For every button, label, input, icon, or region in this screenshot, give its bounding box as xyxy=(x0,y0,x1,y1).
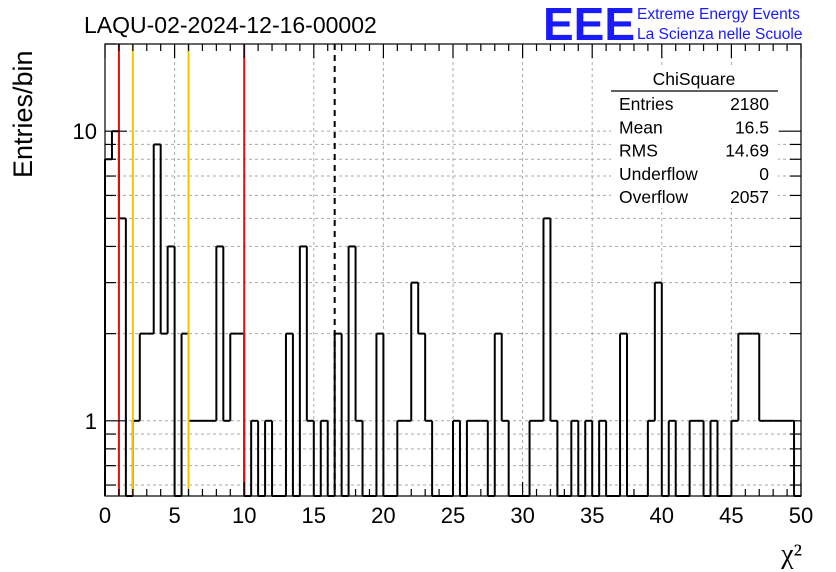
stats-row-value: 0 xyxy=(759,164,769,184)
stats-box-title: ChiSquare xyxy=(653,69,736,89)
y-axis-label: Entries/bin xyxy=(8,50,38,178)
chart-title: LAQU-02-2024-12-16-00002 xyxy=(84,12,377,38)
marker-lines xyxy=(117,44,336,496)
stats-rows: Entries 2180 Mean 16.5 RMS 14.69 Underflow 0 Ove… xyxy=(619,94,769,207)
stats-row-value: 16.5 xyxy=(735,117,769,137)
stats-row-label: Overflow xyxy=(619,187,688,207)
x-tick-label: 40 xyxy=(650,503,674,528)
stats-row-value: 14.69 xyxy=(725,141,769,161)
x-tick-label: 35 xyxy=(580,503,604,528)
stats-row-value: 2057 xyxy=(730,187,769,207)
eee-logo: EEE Extreme Energy Events La Scienza nel… xyxy=(543,0,802,50)
logo-line-1: Extreme Energy Events xyxy=(637,6,800,23)
x-tick-label: 50 xyxy=(789,503,813,528)
x-tick-label: 25 xyxy=(441,503,465,528)
x-tick-label: 15 xyxy=(302,503,326,528)
x-axis-label: χ² xyxy=(780,539,802,570)
stats-row-label: Entries xyxy=(619,94,674,114)
logo-mark: EEE xyxy=(543,0,635,50)
y-tick-label: 10 xyxy=(73,119,97,144)
stats-row-label: Underflow xyxy=(619,164,698,184)
x-tick-label: 10 xyxy=(232,503,256,528)
logo-line-2: La Scienza nelle Scuole xyxy=(637,26,802,43)
x-tick-label: 0 xyxy=(99,503,111,528)
axis-ticks xyxy=(104,43,802,496)
x-tick-label: 45 xyxy=(719,503,743,528)
stats-box: ChiSquare Entries 2180 Mean 16.5 RMS 14.69 Und… xyxy=(611,66,778,208)
x-tick-label: 30 xyxy=(510,503,534,528)
stats-box-background xyxy=(611,66,778,208)
stats-row-label: Mean xyxy=(619,117,663,137)
tick-labels: 0 5 10 15 20 25 30 35 40 45 50 1 10 xyxy=(73,119,814,528)
stats-row-label: RMS xyxy=(619,141,658,161)
x-tick-label: 5 xyxy=(168,503,180,528)
stats-row-value: 2180 xyxy=(730,94,769,114)
x-tick-label: 20 xyxy=(371,503,395,528)
y-tick-label: 1 xyxy=(85,409,97,434)
